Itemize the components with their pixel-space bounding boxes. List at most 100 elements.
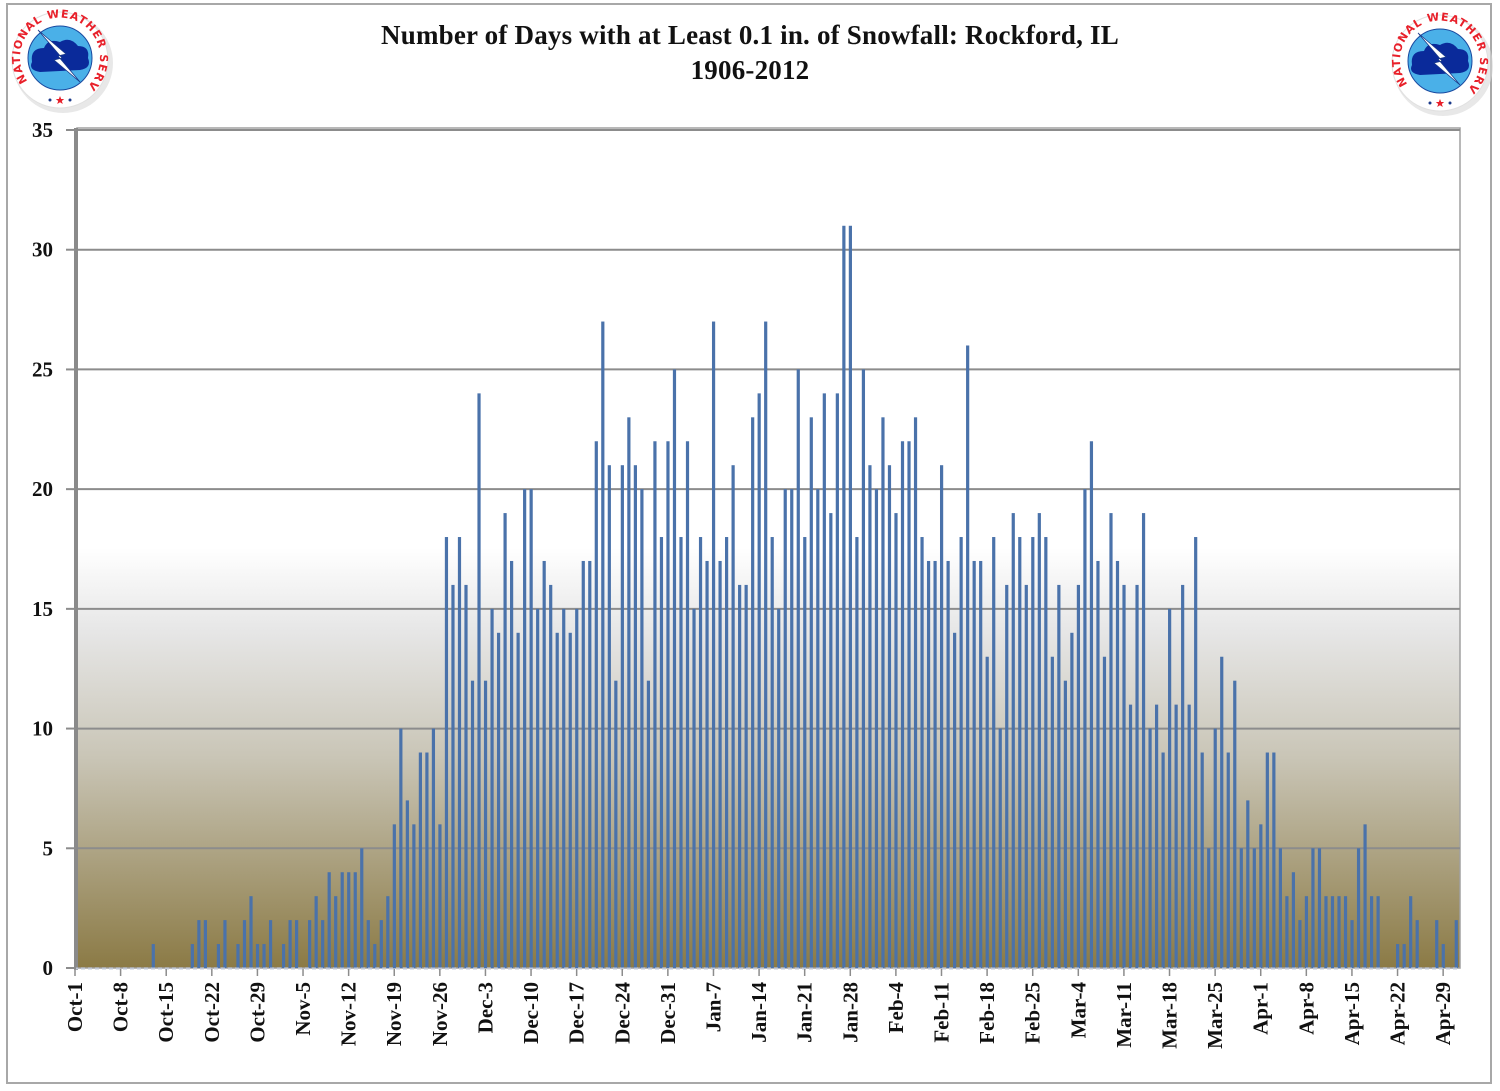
bar	[1252, 848, 1256, 968]
bar	[386, 896, 390, 968]
bar	[1174, 704, 1178, 968]
x-axis: Oct-1 Oct-8 Oct-15 Oct-22 Oct-29 Nov-5 Nov-12 N…	[63, 969, 1455, 1049]
bar	[966, 345, 970, 968]
y-tick-label: 20	[32, 477, 53, 501]
bar	[874, 489, 879, 968]
bar	[861, 369, 866, 968]
x-tick-label: Nov-26	[428, 982, 452, 1046]
bar	[242, 920, 247, 968]
bar	[1298, 920, 1302, 968]
bar	[529, 489, 533, 968]
bar	[536, 608, 540, 968]
bar	[1363, 824, 1367, 968]
bar	[907, 441, 911, 968]
bar	[855, 537, 859, 968]
bar	[835, 393, 839, 968]
bar	[1018, 537, 1022, 968]
x-tick-label: Jan-7	[701, 982, 725, 1032]
bar	[672, 369, 677, 968]
bar	[1330, 896, 1335, 968]
bar	[581, 560, 585, 968]
bar	[731, 465, 735, 968]
bar	[601, 321, 605, 968]
bar	[685, 441, 690, 968]
bar	[1148, 728, 1152, 968]
y-tick-label: 0	[43, 956, 54, 980]
bar	[920, 537, 924, 968]
bar	[692, 608, 696, 968]
bar	[1128, 704, 1133, 968]
x-tick-label: Apr-1	[1249, 982, 1273, 1035]
bar	[881, 417, 885, 968]
bar	[1402, 944, 1406, 968]
bar	[1369, 896, 1374, 968]
bar	[314, 896, 318, 968]
bar	[1024, 584, 1028, 968]
logo-star-icon	[55, 96, 65, 104]
bar	[477, 393, 481, 968]
x-tick-label: Mar-4	[1066, 982, 1090, 1039]
bar	[1304, 896, 1309, 968]
x-tick-label: Oct-1	[63, 982, 87, 1032]
bar	[1076, 584, 1081, 968]
bar	[790, 489, 794, 968]
bar	[405, 800, 409, 968]
x-tick-label: Dec-24	[610, 982, 634, 1044]
bar	[470, 680, 475, 968]
bar	[327, 872, 331, 968]
bar	[431, 728, 436, 968]
bar	[1233, 680, 1237, 968]
bar	[1005, 584, 1009, 968]
bar	[1063, 680, 1067, 968]
x-tick-label: Apr-29	[1431, 982, 1455, 1045]
bar	[946, 560, 950, 968]
x-tick-label: Mar-25	[1203, 982, 1227, 1049]
bar	[575, 608, 579, 968]
chart-subtitle: 1906-2012	[690, 55, 810, 85]
bar	[1317, 848, 1322, 968]
bar	[1207, 848, 1211, 968]
x-tick-label: Apr-22	[1386, 982, 1410, 1045]
x-tick-label: Feb-25	[1021, 982, 1045, 1044]
bar	[959, 537, 963, 968]
bar	[1246, 800, 1250, 968]
bar	[757, 393, 761, 968]
bar	[985, 656, 989, 968]
bar	[516, 632, 520, 968]
bar	[464, 584, 468, 968]
bar	[1278, 848, 1282, 968]
y-tick-label: 35	[32, 118, 53, 142]
bar	[725, 537, 729, 968]
bar	[340, 872, 344, 968]
bar	[1311, 848, 1315, 968]
bar	[1226, 752, 1230, 968]
y-axis-line	[74, 128, 78, 970]
bar	[659, 537, 664, 968]
bar	[640, 489, 644, 968]
bar	[777, 608, 781, 968]
bar	[607, 465, 611, 968]
bar	[255, 944, 260, 968]
x-tick-label: Oct-15	[154, 982, 178, 1043]
bar	[1096, 560, 1100, 968]
bar	[842, 225, 846, 968]
bar	[373, 944, 377, 968]
bar	[1200, 752, 1204, 968]
bar	[809, 417, 813, 968]
bar	[216, 944, 221, 968]
bar	[868, 465, 872, 968]
chart-title: Number of Days with at Least 0.1 in. of …	[381, 20, 1119, 50]
bar	[347, 872, 351, 968]
x-tick-label: Feb-4	[884, 982, 908, 1034]
bar	[568, 632, 572, 968]
bar	[438, 824, 442, 968]
bar	[783, 489, 787, 968]
bar	[588, 560, 592, 968]
bar	[1376, 896, 1380, 968]
bar	[848, 225, 852, 968]
bar	[197, 920, 201, 968]
bar	[496, 632, 501, 968]
chart-frame	[6, 3, 1492, 1084]
bar	[510, 560, 514, 968]
bar	[1356, 848, 1361, 968]
